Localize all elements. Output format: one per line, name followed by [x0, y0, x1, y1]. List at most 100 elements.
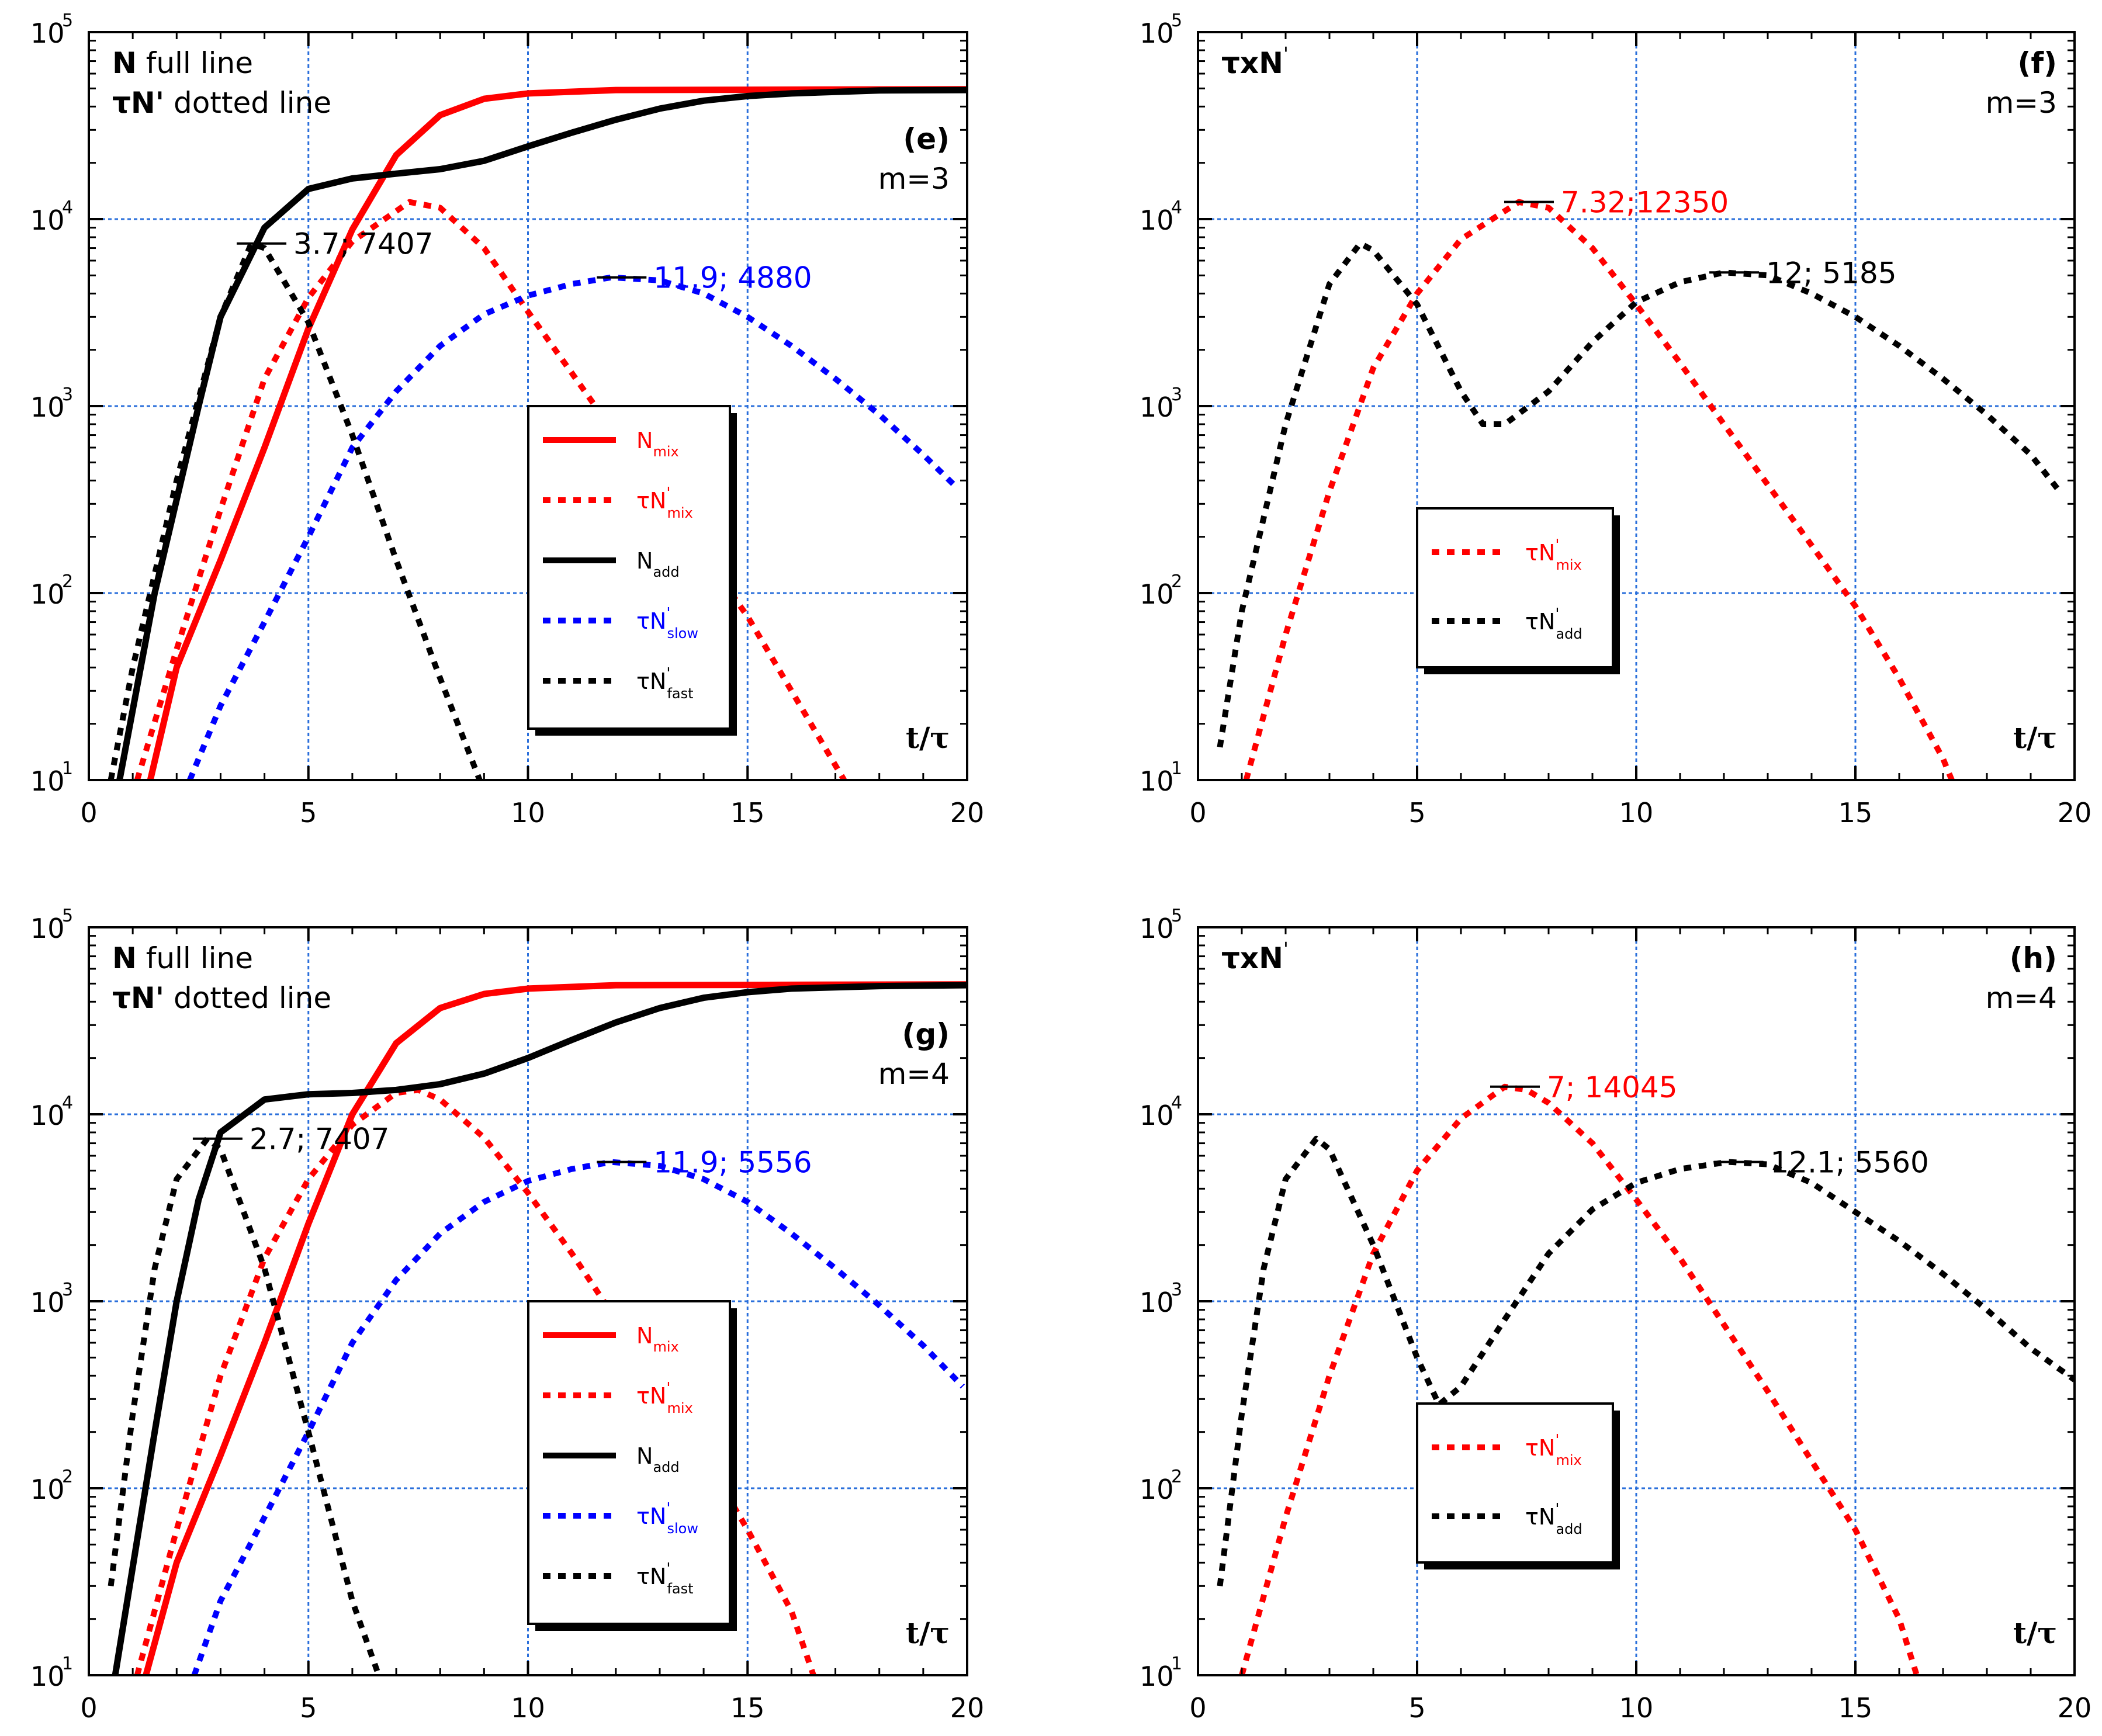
legend-main: τN [636, 668, 666, 694]
legend-prime: ' [1555, 536, 1559, 554]
x-tick-label: 20 [2058, 1692, 2092, 1724]
header-rest: dotted line [164, 981, 331, 1015]
legend-sub: mix [1556, 1452, 1581, 1468]
annotation-label: 7.32;12350 [1561, 186, 1729, 220]
header-bold: N [112, 46, 137, 80]
legend-prime: ' [666, 1380, 670, 1397]
panel-label: (h) [2010, 941, 2057, 975]
y-tick-label-exponent: 5 [1171, 11, 1182, 31]
annotation-label: 12; 5185 [1766, 256, 1897, 290]
y-tick-label-exponent: 5 [62, 906, 73, 926]
annotation-label: 11.9; 4880 [653, 261, 812, 295]
y-tick-label-exponent: 1 [62, 1654, 73, 1674]
x-axis-label: t/τ [906, 720, 950, 755]
legend-box [527, 405, 731, 730]
x-tick-label: 15 [730, 1692, 765, 1724]
series-line--nprime-add [1217, 1135, 2075, 1586]
legend-main: N [636, 428, 653, 453]
series-group [1217, 199, 2064, 780]
x-tick-label: 0 [1189, 1692, 1206, 1724]
y-tick-label-base: 10 [30, 205, 65, 236]
x-tick-label: 10 [1619, 1692, 1654, 1724]
legend-prime: ' [666, 665, 670, 682]
legend-prime: ' [1555, 605, 1559, 623]
legend-sub: add [1556, 626, 1582, 642]
header-bold: N [112, 941, 137, 975]
x-tick-label: 15 [1838, 1692, 1873, 1724]
y-tick-label-exponent: 2 [1171, 571, 1182, 592]
y-tick-label-base: 10 [30, 18, 65, 49]
legend-label: τN' mix [636, 1380, 693, 1416]
x-tick-label: 5 [300, 797, 317, 829]
legend-label: τN' mix [1525, 1432, 1582, 1468]
panel-label: (f) [2018, 46, 2057, 80]
header-line: τxN' [1221, 938, 1289, 975]
legend-main: τN [1525, 540, 1555, 566]
y-tick-label-base: 10 [30, 578, 65, 610]
y-tick-label-exponent: 4 [62, 197, 73, 218]
legend-main: N [636, 548, 653, 574]
legend-main: τN [636, 1564, 666, 1589]
y-tick-label-exponent: 1 [62, 758, 73, 779]
legend-sub: slow [667, 625, 698, 642]
y-tick-label-exponent: 2 [1171, 1467, 1182, 1487]
series-line--nprime-slow [187, 274, 961, 780]
y-tick-label-exponent: 3 [1171, 1280, 1182, 1300]
y-tick-label-exponent: 5 [62, 11, 73, 31]
y-tick-label-exponent: 3 [1171, 384, 1182, 405]
series-line--nprime-fast [108, 1135, 382, 1675]
legend-prime: ' [1555, 1432, 1559, 1449]
legend-main: τN [1525, 1504, 1555, 1530]
legend-label: τN' mix [1525, 536, 1582, 573]
legend-main: τN [1525, 609, 1555, 635]
annotation-label: 3.7; 7407 [293, 227, 434, 261]
y-tick-label-base: 10 [30, 1661, 65, 1692]
x-axis-label: t/τ [906, 1616, 950, 1650]
x-tick-label: 10 [511, 797, 545, 829]
series-line--nprime-mix [134, 199, 847, 780]
legend-sub: fast [667, 685, 693, 702]
y-tick-label-exponent: 1 [1171, 1654, 1182, 1674]
x-tick-label: 0 [80, 797, 97, 829]
x-axis-label: t/τ [2013, 1616, 2057, 1650]
annotation-label: 2.7; 7407 [250, 1122, 390, 1156]
header-bold: τxN [1221, 941, 1283, 975]
y-tick-label-base: 10 [1140, 18, 1174, 49]
header-line: N full line [112, 46, 253, 80]
y-tick-label-exponent: 2 [62, 1467, 73, 1487]
legend-prime: ' [666, 1560, 670, 1578]
y-tick-label-base: 10 [1140, 205, 1174, 236]
x-axis-label: t/τ [2013, 720, 2057, 755]
m-label: m=4 [1986, 981, 2057, 1015]
y-tick-label-base: 10 [1140, 391, 1174, 423]
y-tick-label-exponent: 3 [62, 1280, 73, 1300]
m-label: m=4 [878, 1057, 950, 1091]
legend-sub: mix [667, 505, 692, 521]
legend-box [1416, 507, 1614, 668]
y-tick-label-exponent: 4 [1171, 1093, 1182, 1113]
y-tick-label-base: 10 [1140, 913, 1174, 944]
legend-main: τN [636, 1383, 666, 1409]
legend-label: Nmix [636, 1323, 679, 1355]
legend-label: Nadd [636, 548, 680, 580]
legend-prime: ' [666, 484, 670, 502]
legend-label: τN' mix [636, 484, 693, 521]
x-tick-label: 20 [950, 1692, 985, 1724]
x-tick-label: 15 [1838, 797, 1873, 829]
y-tick-label-exponent: 1 [1171, 758, 1182, 779]
legend-label: τN' fast [636, 1560, 694, 1597]
m-label: m=3 [1986, 86, 2057, 120]
legend-label: τN' slow [636, 1500, 698, 1537]
legend-label: Nmix [636, 428, 679, 460]
y-tick-label-base: 10 [30, 1287, 65, 1318]
y-tick-label-exponent: 4 [1171, 197, 1182, 218]
x-tick-label: 20 [950, 797, 985, 829]
legend-box [527, 1300, 731, 1625]
header-line: τxN' [1221, 43, 1289, 80]
y-tick-label-base: 10 [1140, 1474, 1174, 1505]
y-tick-label-base: 10 [30, 913, 65, 944]
annotation-label: 11.9; 5556 [653, 1146, 812, 1180]
legend-sub: mix [653, 1339, 678, 1355]
